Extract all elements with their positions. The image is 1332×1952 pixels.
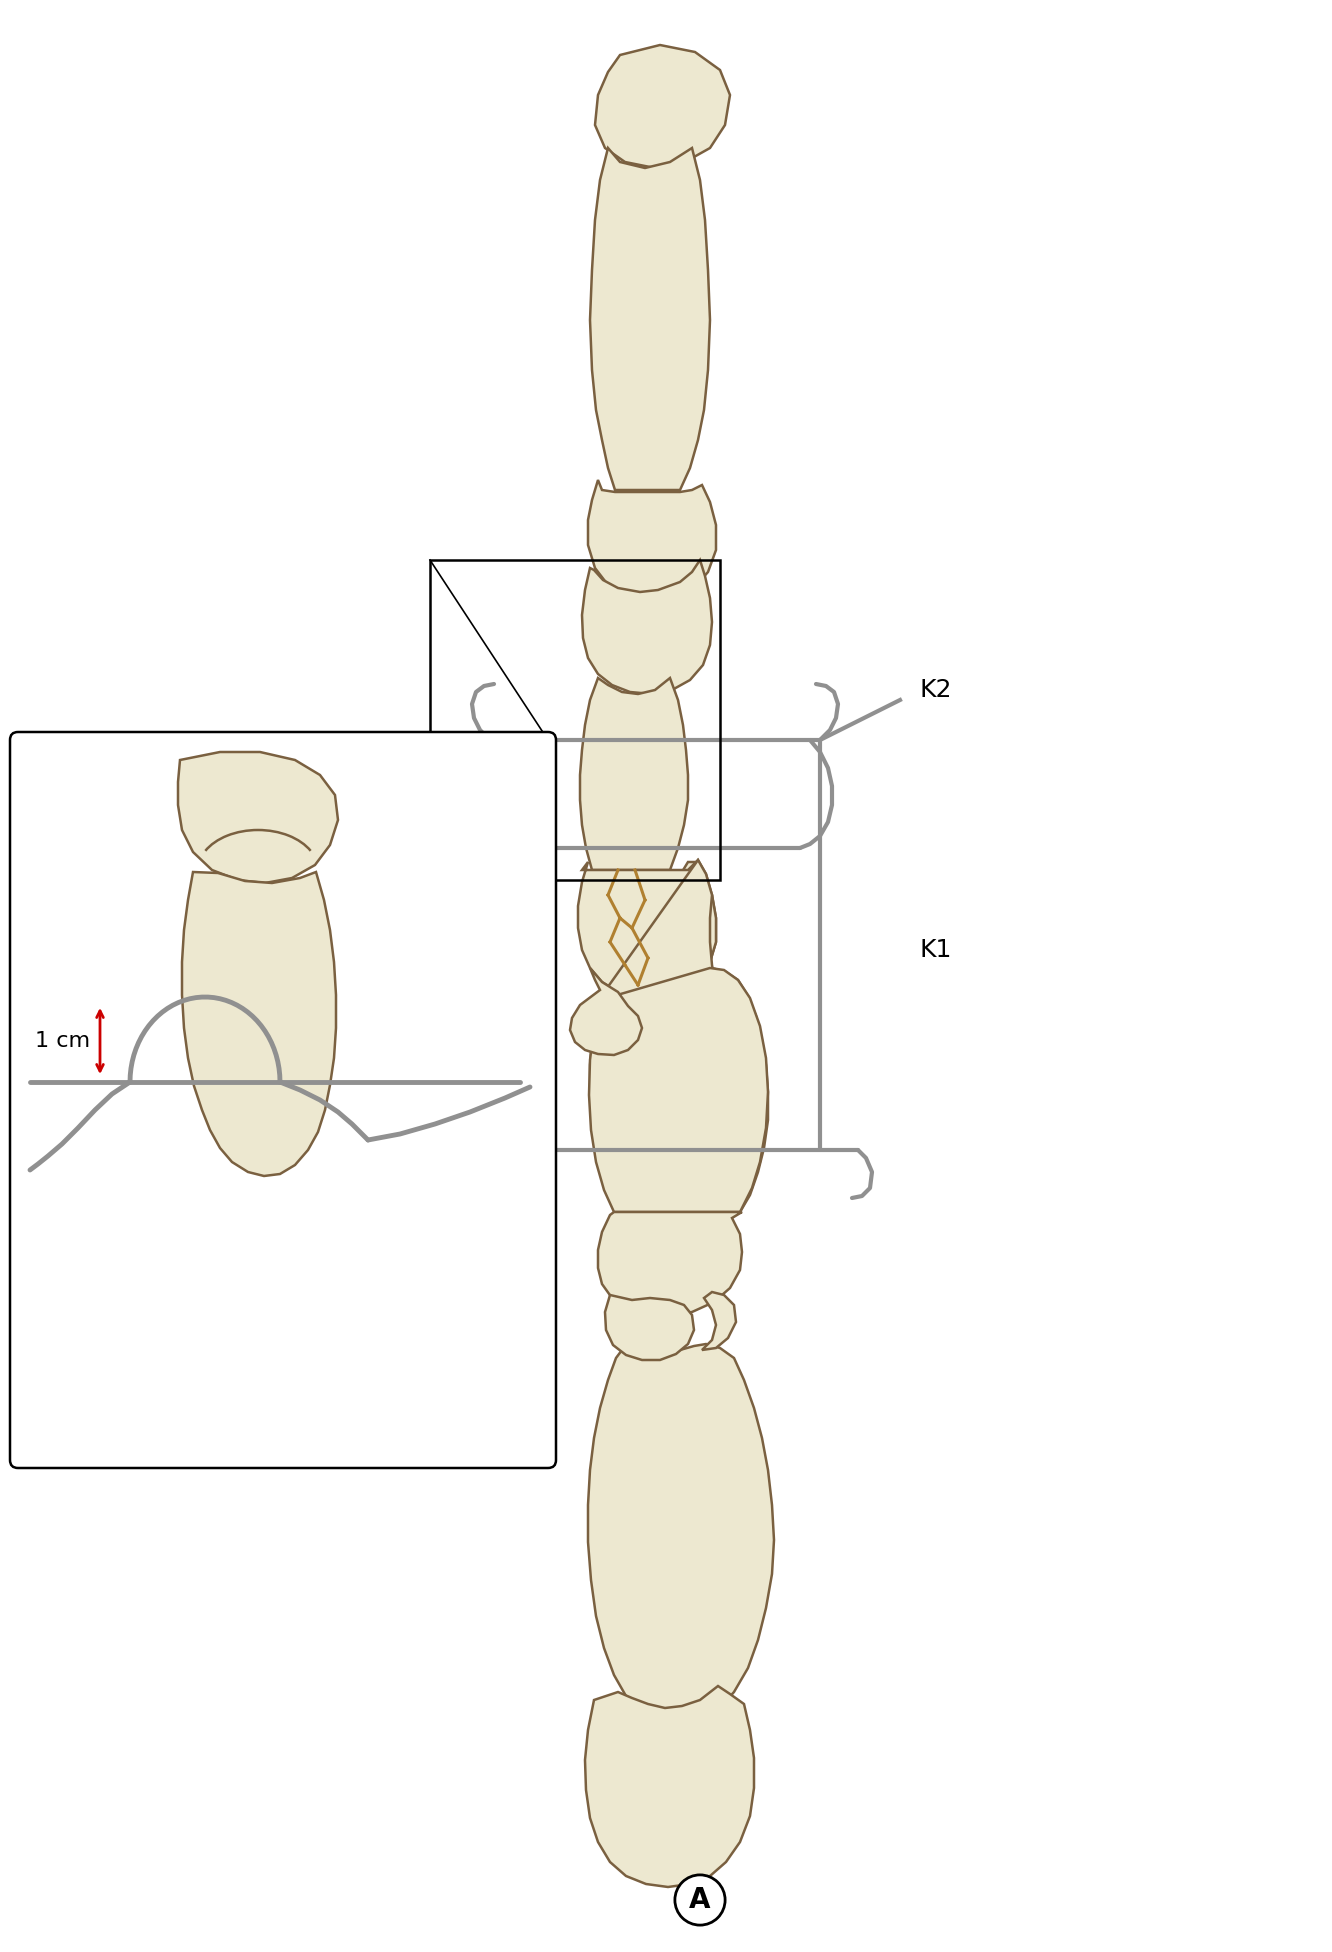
Polygon shape [589, 968, 769, 1212]
Polygon shape [585, 1687, 754, 1888]
Polygon shape [702, 1292, 737, 1351]
Bar [430, 560, 721, 880]
Text: K1: K1 [920, 939, 952, 962]
FancyBboxPatch shape [11, 732, 555, 1468]
Polygon shape [605, 1294, 694, 1361]
Polygon shape [579, 677, 689, 871]
Polygon shape [590, 148, 710, 490]
Polygon shape [578, 861, 717, 997]
Polygon shape [182, 873, 336, 1175]
Polygon shape [587, 1345, 774, 1726]
Text: A: A [689, 1886, 711, 1915]
Text: K2: K2 [920, 677, 952, 703]
Polygon shape [595, 45, 730, 168]
Polygon shape [582, 560, 713, 695]
Polygon shape [598, 1212, 742, 1316]
Text: 1 cm: 1 cm [35, 1031, 91, 1050]
Polygon shape [591, 863, 769, 1212]
Polygon shape [178, 752, 338, 882]
Polygon shape [587, 480, 717, 601]
Polygon shape [570, 968, 642, 1054]
Polygon shape [590, 861, 757, 1218]
